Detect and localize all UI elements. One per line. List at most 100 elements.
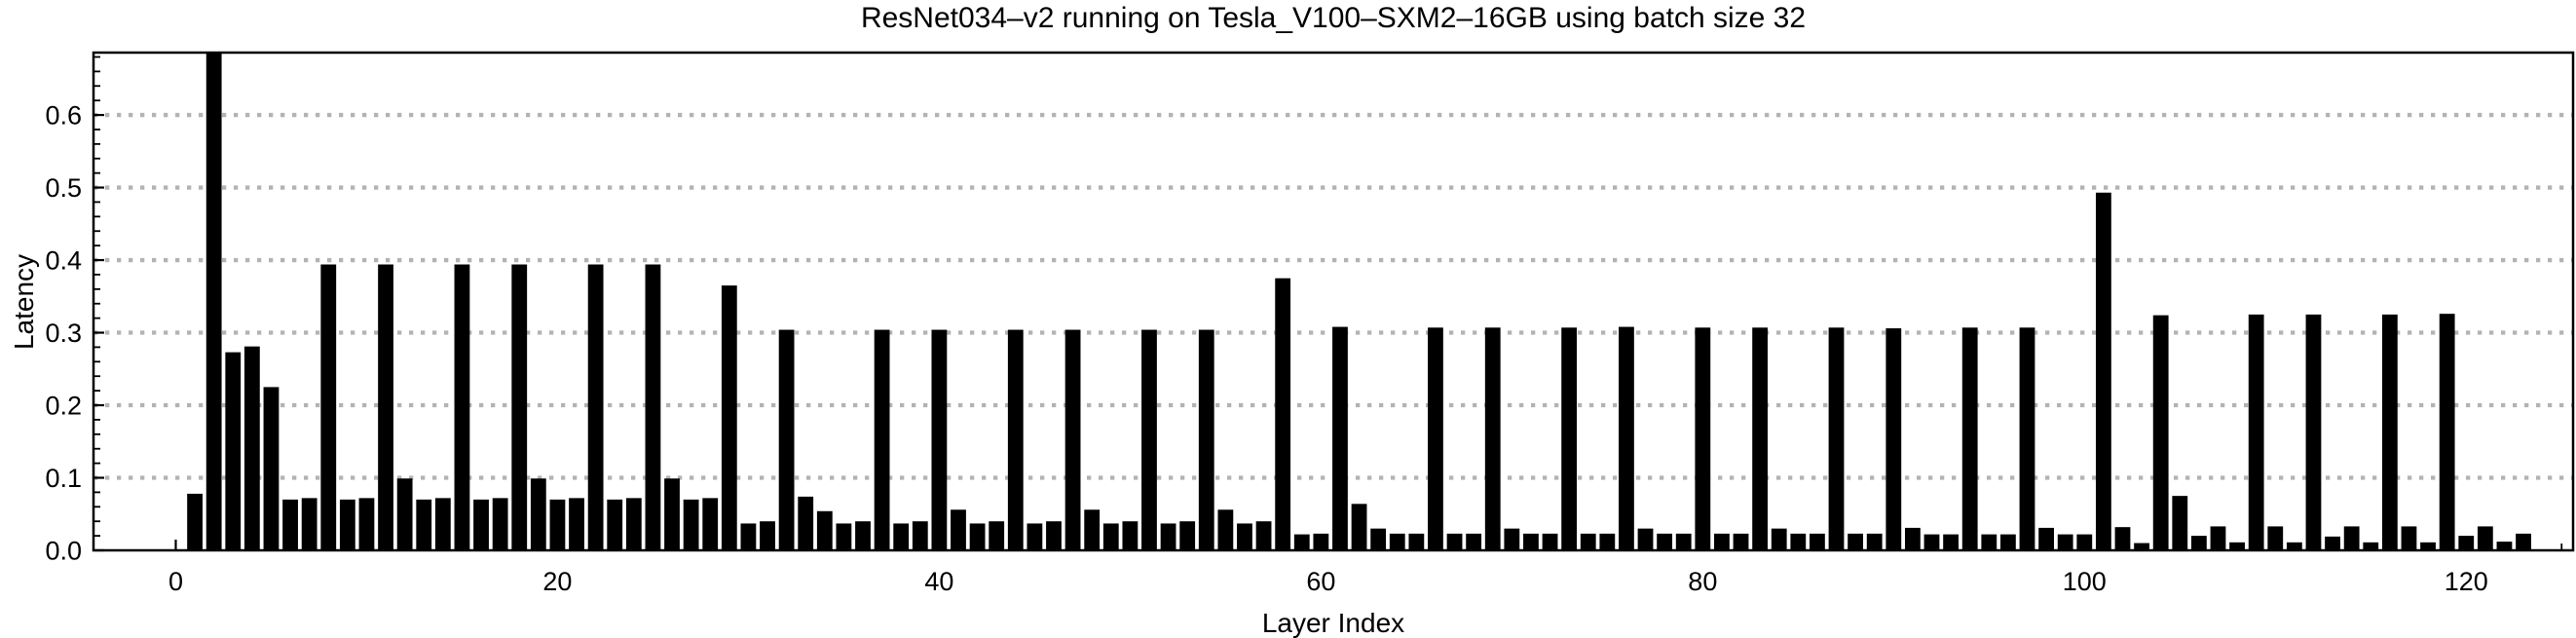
- x-tick-label-40: 40: [924, 567, 953, 596]
- bar-layer-65: [1408, 533, 1425, 550]
- bar-layer-77: [1637, 528, 1654, 550]
- bar-layer-24: [625, 498, 642, 550]
- bar-layer-30: [740, 523, 757, 550]
- bar-layer-62: [1351, 504, 1367, 550]
- bar-layer-36: [855, 521, 871, 550]
- x-axis-label: Layer Index: [1262, 608, 1404, 638]
- bar-layer-21: [569, 498, 584, 550]
- bar-layer-94: [1961, 327, 1978, 550]
- bar-layer-50: [1122, 521, 1139, 550]
- bar-layer-16: [473, 499, 489, 550]
- bar-layer-15: [454, 264, 470, 550]
- bar-layer-26: [664, 478, 680, 550]
- bar-layer-116: [2381, 314, 2398, 550]
- bar-layer-97: [2019, 327, 2035, 550]
- bar-layer-31: [760, 521, 775, 550]
- bar-layer-122: [2496, 542, 2513, 550]
- bar-layer-55: [1217, 509, 1234, 550]
- bar-layer-76: [1619, 326, 1634, 550]
- bar-layer-64: [1389, 533, 1405, 550]
- y-tick-label-0.1: 0.1: [45, 464, 82, 493]
- bar-layer-105: [2172, 496, 2188, 550]
- bar-layer-88: [1848, 533, 1864, 550]
- bar-layer-25: [645, 264, 661, 550]
- bar-layer-110: [2267, 526, 2284, 550]
- bar-layer-82: [1733, 533, 1749, 550]
- bar-layer-112: [2305, 314, 2322, 550]
- bar-layer-121: [2477, 526, 2493, 550]
- bar-layer-93: [1943, 534, 1959, 550]
- bar-layer-99: [2057, 534, 2073, 550]
- bar-layer-72: [1542, 533, 1558, 550]
- bar-layer-5: [263, 387, 280, 550]
- bar-layer-12: [396, 478, 413, 550]
- bar-layer-104: [2152, 315, 2169, 550]
- bar-layer-109: [2248, 314, 2264, 550]
- bar-layer-96: [1999, 534, 2016, 550]
- bars: [187, 53, 2531, 550]
- y-axis-label: Latency: [9, 254, 39, 350]
- bar-layer-42: [969, 523, 986, 550]
- bar-layer-29: [721, 285, 737, 550]
- x-tick-label-100: 100: [2063, 567, 2107, 596]
- bar-layer-98: [2038, 527, 2054, 550]
- plot-frame: [92, 51, 2575, 552]
- bar-layer-40: [931, 329, 948, 550]
- bar-layer-71: [1523, 533, 1539, 550]
- bar-layer-44: [1007, 329, 1024, 550]
- x-tick-label-0: 0: [168, 567, 183, 596]
- bar-layer-17: [492, 498, 508, 550]
- bar-layer-101: [2095, 192, 2111, 550]
- bar-layer-58: [1275, 278, 1291, 550]
- bar-layer-68: [1466, 533, 1482, 550]
- bar-layer-37: [874, 329, 890, 550]
- bar-layer-67: [1446, 533, 1463, 550]
- bar-layer-117: [2401, 526, 2417, 550]
- bar-layer-1: [187, 493, 203, 550]
- y-tick-label-0.5: 0.5: [45, 173, 82, 203]
- bar-layer-92: [1923, 534, 1940, 550]
- bar-layer-47: [1064, 329, 1081, 550]
- bar-layer-13: [416, 499, 432, 550]
- bar-layer-108: [2229, 542, 2245, 550]
- bar-layer-34: [816, 510, 833, 550]
- bar-layer-18: [511, 264, 528, 550]
- bar-layer-78: [1657, 533, 1673, 550]
- bar-layer-113: [2325, 536, 2340, 550]
- bar-layer-27: [683, 499, 699, 550]
- bar-layer-74: [1580, 533, 1596, 550]
- bar-layer-107: [2210, 526, 2226, 550]
- bar-layer-38: [893, 523, 910, 550]
- bar-layer-91: [1905, 527, 1921, 550]
- bar-layer-106: [2190, 536, 2207, 550]
- bar-layer-119: [2439, 314, 2455, 550]
- bar-layer-89: [1866, 533, 1883, 550]
- bar-layer-70: [1504, 528, 1520, 550]
- bar-layer-69: [1484, 327, 1501, 550]
- bar-layer-6: [282, 499, 298, 550]
- bar-layer-66: [1428, 327, 1443, 550]
- bar-layer-63: [1370, 528, 1387, 550]
- bar-layer-95: [1981, 534, 1997, 550]
- y-tick-label-0.3: 0.3: [45, 319, 82, 348]
- bar-layer-19: [530, 478, 546, 550]
- bar-layer-53: [1179, 521, 1196, 550]
- x-tick-label-80: 80: [1688, 567, 1717, 596]
- bar-layer-80: [1695, 327, 1711, 550]
- bar-layer-79: [1675, 533, 1692, 550]
- bar-layer-87: [1828, 327, 1845, 550]
- y-tick-label-0.6: 0.6: [45, 101, 82, 131]
- bar-layer-83: [1752, 327, 1769, 550]
- bar-layer-59: [1293, 534, 1310, 550]
- bar-layer-52: [1160, 523, 1176, 550]
- bar-layer-2: [205, 53, 222, 550]
- bar-layer-123: [2516, 533, 2531, 550]
- bar-layer-46: [1046, 521, 1062, 550]
- bar-layer-33: [798, 496, 814, 550]
- bar-layer-90: [1885, 328, 1902, 550]
- x-tick-label-20: 20: [542, 567, 572, 596]
- bar-layer-61: [1332, 326, 1348, 550]
- bar-layer-56: [1237, 523, 1252, 550]
